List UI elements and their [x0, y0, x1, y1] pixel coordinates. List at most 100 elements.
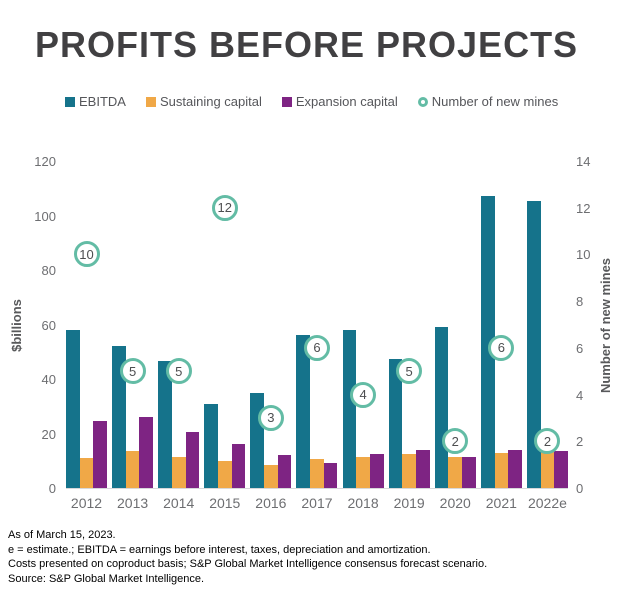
axis-tick-label: 0: [48, 481, 56, 496]
bar-sustaining-capital-2014: [171, 456, 186, 488]
bar-ebitda-2017: [296, 335, 311, 488]
footnote-line: e = estimate.; EBITDA = earnings before …: [8, 543, 431, 556]
axis-tick-label: 6: [576, 340, 584, 356]
bar-group-2020: 2 2020: [434, 162, 476, 511]
axis-tick-label: 20: [41, 426, 56, 442]
right-axis-title: Number of new mines: [598, 162, 614, 489]
bar-expansion-capital-2016: [277, 455, 292, 488]
right-axis-ticks: 0 2 4 6 8 10 12 14: [576, 155, 606, 496]
x-axis-label-2016: 2016: [255, 495, 287, 511]
legend-ring-icon: [417, 96, 428, 107]
legend-item-3: Number of new mines: [417, 94, 559, 109]
footnotes: As of March 15, 2023. e = estimate.; EBI…: [8, 528, 487, 586]
new-mines-marker-2018: 4: [350, 381, 377, 408]
bar-expansion-capital-2013: [139, 417, 154, 488]
bar-ebitda-2013: [112, 346, 126, 488]
axis-tick-label: 40: [41, 372, 56, 387]
footnote-line: Costs presented on coproduct basis; S&P …: [8, 558, 488, 570]
right-axis-title-text: Number of new mines: [598, 257, 614, 394]
legend-label: EBITDA: [79, 94, 126, 109]
bar-ebitda-2019: [388, 358, 403, 488]
bar-group-2021: 6 2021: [480, 162, 522, 511]
new-mines-marker-2015: 12: [211, 194, 238, 221]
bar-sustaining-capital-2013: [125, 451, 140, 488]
axis-tick-label: 14: [576, 154, 591, 169]
bar-expansion-capital-2018: [369, 453, 384, 488]
new-mines-marker-2016: 3: [257, 404, 284, 431]
legend-square-icon: [65, 96, 75, 107]
bar-sustaining-capital-2017: [310, 459, 324, 488]
x-axis-label-2018: 2018: [347, 495, 379, 511]
bar-ebitda-2020: [434, 327, 449, 488]
legend-label: Number of new mines: [431, 94, 559, 109]
bar-sustaining-capital-2019: [402, 453, 416, 488]
axis-tick-label: 120: [34, 154, 56, 169]
axis-tick-label: 80: [41, 263, 56, 278]
legend-label: Expansion capital: [295, 94, 398, 109]
bar-sustaining-capital-2022e: [540, 448, 555, 488]
bar-group-2015: 12 2015: [204, 162, 246, 511]
bar-ebitda-2014: [158, 361, 172, 488]
axis-tick-label: 12: [576, 200, 591, 216]
axis-tick-label: 60: [41, 317, 56, 333]
plot-area: 10 2012 5 2013 5 2014 12 2015 3 2016 6 2017 4 2018 5 20…: [66, 162, 568, 511]
axis-tick-label: 100: [34, 208, 56, 224]
bar-group-2019: 5 2019: [388, 162, 430, 511]
new-mines-marker-2022e: 2: [534, 428, 561, 455]
legend-label: Sustaining capital: [159, 94, 262, 109]
bar-group-2022e: 2 2022e: [526, 162, 568, 511]
bar-ebitda-2018: [342, 329, 357, 488]
x-axis-label-2020: 2020: [439, 495, 471, 511]
new-mines-marker-2020: 2: [442, 428, 469, 455]
legend-item-2: Expansion capital: [281, 94, 398, 109]
bar-ebitda-2021: [480, 196, 495, 488]
x-axis-label-2021: 2021: [485, 495, 517, 511]
bar-sustaining-capital-2021: [494, 452, 509, 488]
bar-group-2016: 3 2016: [250, 162, 292, 511]
new-mines-marker-2021: 6: [488, 334, 515, 361]
axis-tick-label: 2: [576, 434, 584, 450]
new-mines-marker-2019: 5: [396, 358, 423, 385]
x-axis-label-2012: 2012: [70, 495, 103, 511]
bar-group-2013: 5 2013: [112, 162, 154, 511]
bar-group-2012: 10 2012: [66, 162, 107, 511]
legend-item-1: Sustaining capital: [145, 94, 262, 109]
chart-title: PROFITS BEFORE PROJECTS: [35, 24, 579, 65]
new-mines-marker-2014: 5: [165, 358, 192, 385]
x-axis-label-2022e: 2022e: [527, 495, 567, 511]
bar-expansion-capital-2015: [231, 444, 246, 488]
bar-expansion-capital-2017: [323, 463, 338, 488]
bar-expansion-capital-2021: [508, 449, 522, 488]
bar-expansion-capital-2019: [415, 449, 430, 488]
bar-ebitda-2015: [204, 403, 218, 488]
new-mines-marker-2012: 10: [73, 241, 100, 268]
bar-expansion-capital-2022e: [554, 451, 568, 488]
bar-group-2017: 6 2017: [296, 162, 338, 511]
bar-sustaining-capital-2015: [217, 460, 232, 488]
axis-tick-label: 8: [576, 294, 584, 310]
bar-ebitda-2012: [66, 329, 80, 488]
axis-tick-label: 4: [576, 387, 584, 403]
bar-group-2018: 4 2018: [342, 162, 384, 511]
axis-tick-label: 0: [576, 481, 584, 496]
bar-group-2014: 5 2014: [158, 162, 200, 511]
x-axis-label-2015: 2015: [209, 495, 241, 511]
left-axis-ticks: 0 20 40 60 80 100 120: [0, 155, 56, 496]
legend-square-icon: [145, 96, 156, 107]
bar-sustaining-capital-2018: [356, 456, 370, 488]
bar-expansion-capital-2012: [93, 421, 107, 488]
chart-legend: EBITDA Sustaining capital Expansion capita…: [65, 94, 558, 109]
footnote-line: As of March 15, 2023.: [8, 529, 116, 541]
new-mines-marker-2017: 6: [303, 334, 330, 361]
axis-tick-label: 10: [576, 247, 591, 263]
bar-sustaining-capital-2012: [79, 458, 94, 488]
new-mines-marker-2013: 5: [119, 358, 146, 385]
bar-ebitda-2022e: [526, 200, 541, 488]
bar-sustaining-capital-2020: [448, 456, 463, 488]
legend-square-icon: [281, 96, 292, 107]
bar-expansion-capital-2014: [185, 432, 200, 488]
x-axis-label-2014: 2014: [163, 495, 195, 511]
footnote-line: Source: S&P Global Market Intelligence.: [8, 572, 205, 585]
x-axis-label-2013: 2013: [117, 495, 149, 511]
